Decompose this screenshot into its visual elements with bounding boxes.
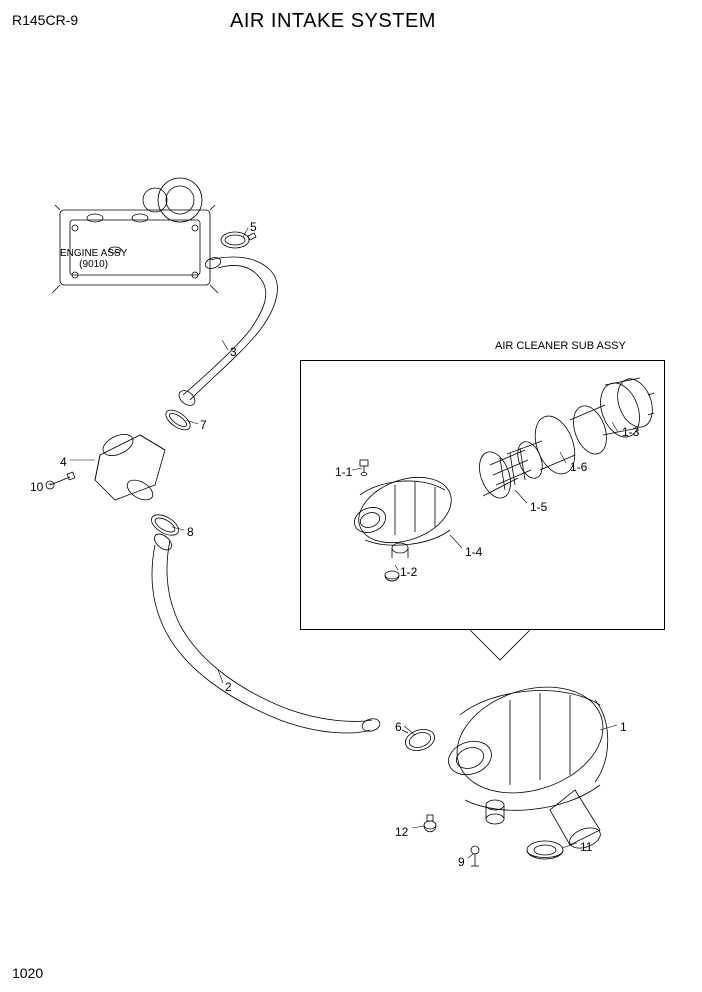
plug-12-icon	[424, 815, 436, 832]
hose-3-icon	[176, 256, 277, 409]
clamp-7-icon	[163, 406, 194, 434]
element-1-5-icon	[474, 438, 547, 502]
body-1-4-icon	[350, 465, 461, 558]
clamp-6-icon	[402, 726, 437, 754]
leader-lines	[48, 228, 618, 858]
nut-1-1-icon	[360, 460, 368, 476]
clamp-5-icon	[221, 232, 256, 248]
element-1-6-icon	[528, 401, 613, 479]
cap-1-2-icon	[385, 571, 399, 581]
screw-9-icon	[471, 846, 479, 866]
hose-2-icon	[151, 531, 381, 733]
air-cleaner-main-icon	[443, 669, 617, 852]
engine-block-icon	[52, 178, 218, 293]
exploded-diagram	[0, 0, 702, 992]
elbow-4-icon	[95, 430, 165, 504]
cap-1-3-icon	[594, 374, 659, 442]
bolt-10-icon	[46, 472, 75, 489]
grommet-11-icon	[527, 841, 563, 859]
clamp-8-icon	[148, 511, 182, 540]
